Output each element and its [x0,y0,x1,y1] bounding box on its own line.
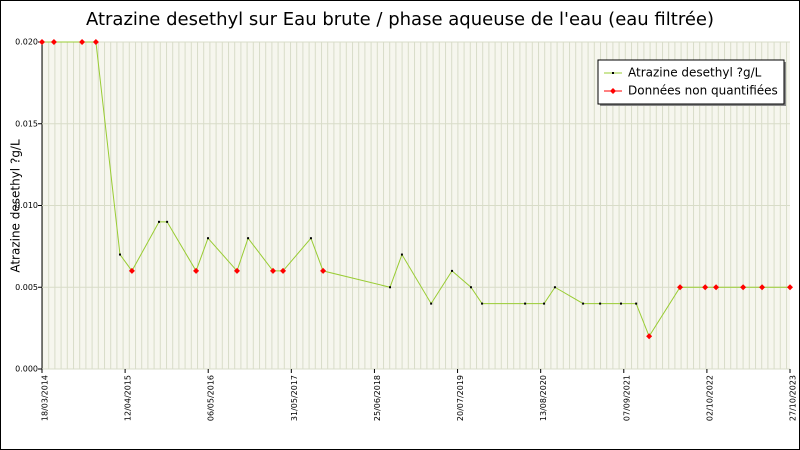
non-quantified-point [713,284,720,291]
non-quantified-point [79,39,86,45]
y-tick-label: 0.010 [15,201,38,210]
x-tick-label: 25/06/2018 [373,375,382,421]
non-quantified-point [646,333,653,340]
point [247,237,250,240]
point [451,269,454,272]
legend: Atrazine desethyl ?g/L Données non quanti… [597,59,786,106]
point [481,302,484,305]
x-tick-label: 18/03/2014 [41,375,50,421]
non-quantified-point [270,267,277,274]
non-quantified-point [39,39,45,45]
point [400,253,403,256]
x-tick-label: 20/07/2019 [456,375,465,421]
legend-marker [610,88,616,94]
non-quantified-point [193,267,200,274]
non-quantified-point [320,267,327,274]
non-quantified-point [740,284,747,291]
y-tick-label: 0.020 [15,38,38,47]
point [389,286,392,289]
legend-marker [612,72,614,74]
point [309,237,312,240]
legend-label: Données non quantifiées [628,84,778,98]
x-tick-label: 07/09/2021 [622,375,631,421]
non-quantified-point [280,267,287,274]
point [553,286,556,289]
point [635,302,638,305]
y-tick-label: 0.005 [15,283,38,292]
non-quantified-point [233,267,240,274]
point [582,302,585,305]
point [469,286,472,289]
point [166,220,169,223]
point [543,302,546,305]
x-tick-label: 12/04/2015 [124,375,133,421]
point [430,302,433,305]
non-quantified-point [702,284,709,291]
x-tick-label: 27/10/2023 [789,375,798,421]
series-line [42,41,790,338]
point [620,302,623,305]
non-quantified-point [92,39,99,45]
x-tick-label: 06/05/2016 [207,375,216,421]
non-quantified-point [677,284,684,291]
legend-box [597,59,785,105]
point [207,237,210,240]
x-tick-label: 02/10/2022 [705,375,714,421]
point [157,220,160,223]
non-quantified-point [759,284,766,291]
y-tick-label: 0.015 [15,119,38,128]
chart-title: Atrazine desethyl sur Eau brute / phase … [86,9,714,30]
x-tick-label: 31/05/2017 [290,375,299,421]
y-axis-label: Atrazine desethyl ?g/L [9,139,23,273]
point [599,302,602,305]
x-tick-label: 13/08/2020 [539,375,548,421]
non-quantified-point [787,284,793,291]
non-quantified-point [50,39,57,45]
point [118,253,121,256]
non-quantified-point [128,267,135,274]
layer: 0.000 0.005 0.010 0.015 0.020 18/03/2014 12/04… [15,38,797,422]
point [524,302,527,305]
legend-label: Atrazine desethyl ?g/L [628,66,762,80]
y-tick-label: 0.000 [15,365,38,374]
